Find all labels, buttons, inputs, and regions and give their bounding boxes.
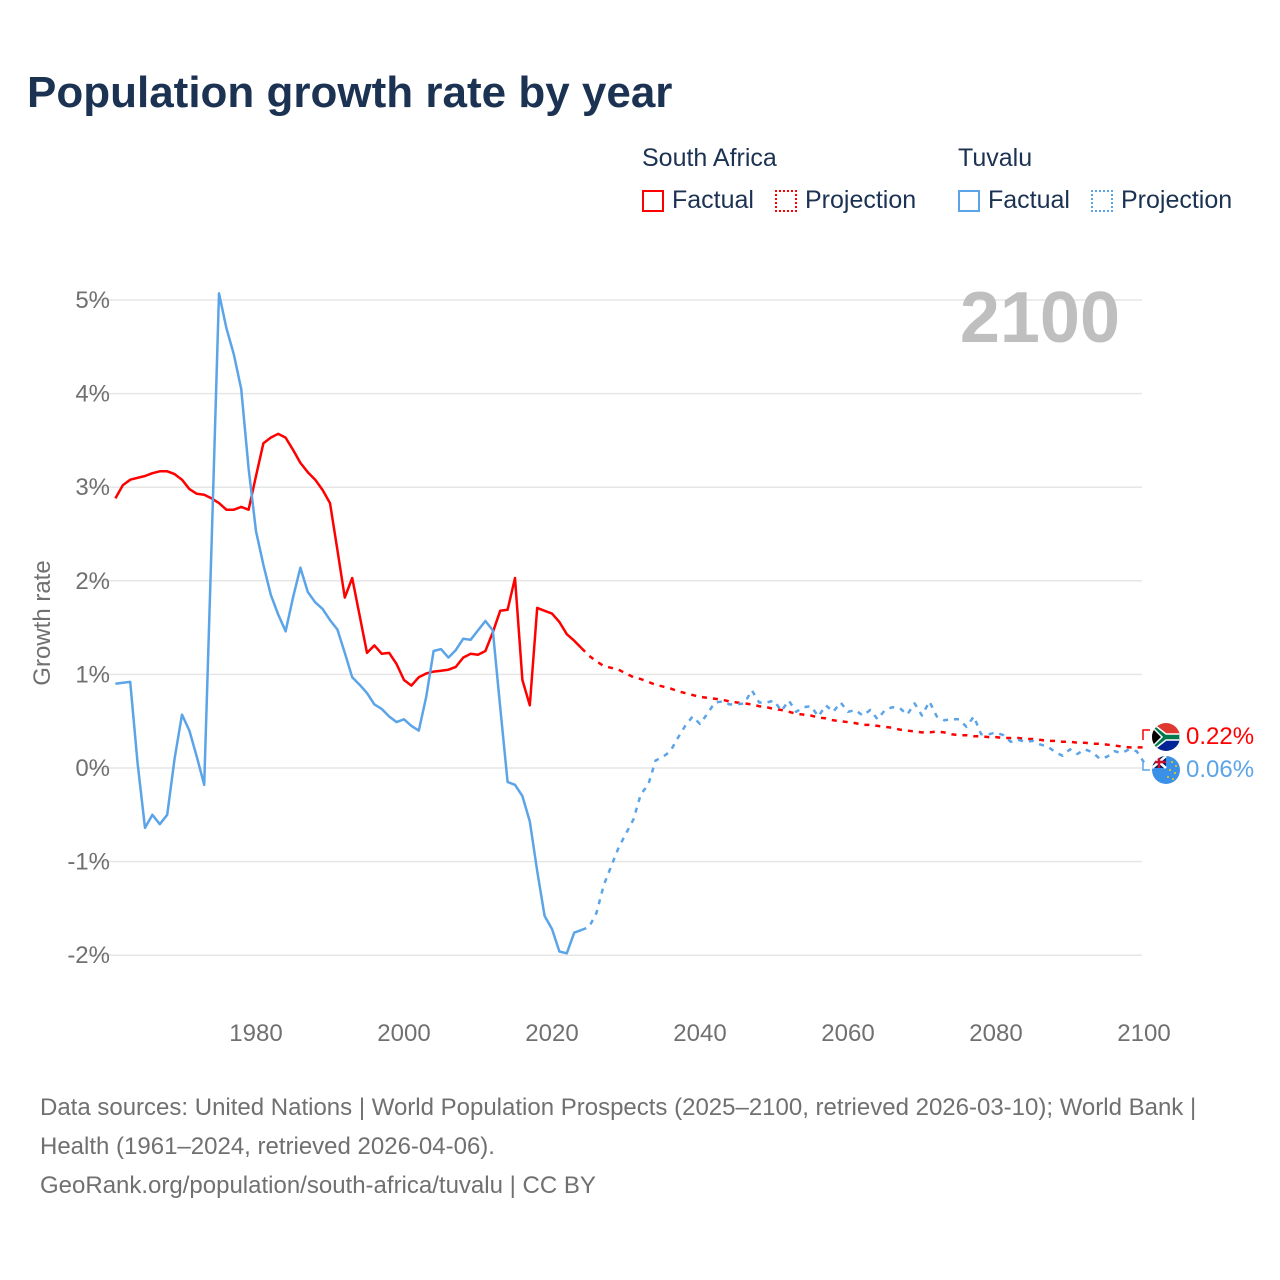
tuvalu-connector xyxy=(1142,760,1150,771)
x-tick-label: 2100 xyxy=(1117,1020,1170,1047)
chart-title: Population growth rate by year xyxy=(27,68,673,117)
y-tick-label: 5% xyxy=(75,287,110,314)
y-tick-label: -2% xyxy=(67,942,110,969)
south-africa-end-value: 0.22% xyxy=(1186,723,1254,750)
y-tick-label: 2% xyxy=(75,568,110,595)
x-tick-label: 2020 xyxy=(525,1020,578,1047)
dotted-swatch-icon xyxy=(1091,189,1113,212)
y-axis-label: Growth rate xyxy=(29,560,56,685)
y-tick-label: -1% xyxy=(67,849,110,876)
series-line-south-africa-factual xyxy=(114,432,583,707)
x-tick-label: 1980 xyxy=(229,1020,282,1047)
y-tick-label: 4% xyxy=(75,381,110,408)
legend-south-africa-factual[interactable]: Factual xyxy=(642,186,754,215)
y-tick-label: 0% xyxy=(75,755,110,782)
legend-group-tuvalu: Tuvalu xyxy=(958,144,1033,172)
south-africa-flag-icon xyxy=(1152,723,1180,751)
legend-label: Projection xyxy=(1121,186,1233,214)
data-sources: Data sources: United Nations | World Pop… xyxy=(40,1094,1197,1160)
solid-swatch-icon xyxy=(642,189,664,212)
y-tick-label: 3% xyxy=(75,474,110,501)
solid-swatch-icon xyxy=(958,189,980,212)
legend-label: Factual xyxy=(988,186,1070,214)
series-line-tuvalu-factual xyxy=(115,292,583,955)
year-display: 2100 xyxy=(960,278,1120,358)
legend-tuvalu-projection[interactable]: Projection xyxy=(1091,186,1232,215)
series-line-south-africa-projection xyxy=(580,647,1144,749)
line-chart: -2% -1% 0% 1% 2% 3% 4% 5% 1980 2000 2020 2040 2060 20… xyxy=(29,278,1254,1047)
y-tick-label: 1% xyxy=(75,661,110,688)
tuvalu-end-value: 0.06% xyxy=(1186,756,1254,783)
attribution-link[interactable]: GeoRank.org/population/south-africa/tuva… xyxy=(40,1172,596,1199)
x-tick-label: 2060 xyxy=(821,1020,874,1047)
footer: Data sources: United Nations | World Pop… xyxy=(40,1088,1240,1205)
x-tick-label: 2040 xyxy=(673,1020,726,1047)
south-africa-connector xyxy=(1142,729,1150,740)
legend-label: Projection xyxy=(805,186,917,214)
legend-south-africa-projection[interactable]: Projection xyxy=(775,186,916,215)
series-line-tuvalu-projection xyxy=(581,689,1146,932)
tuvalu-flag-icon xyxy=(1152,756,1180,784)
legend-label: Factual xyxy=(672,186,754,214)
x-tick-label: 2080 xyxy=(969,1020,1022,1047)
dotted-swatch-icon xyxy=(775,189,797,212)
legend-group-south-africa: South Africa xyxy=(642,144,777,172)
legend-tuvalu-factual[interactable]: Factual xyxy=(958,186,1070,215)
x-tick-label: 2000 xyxy=(377,1020,430,1047)
